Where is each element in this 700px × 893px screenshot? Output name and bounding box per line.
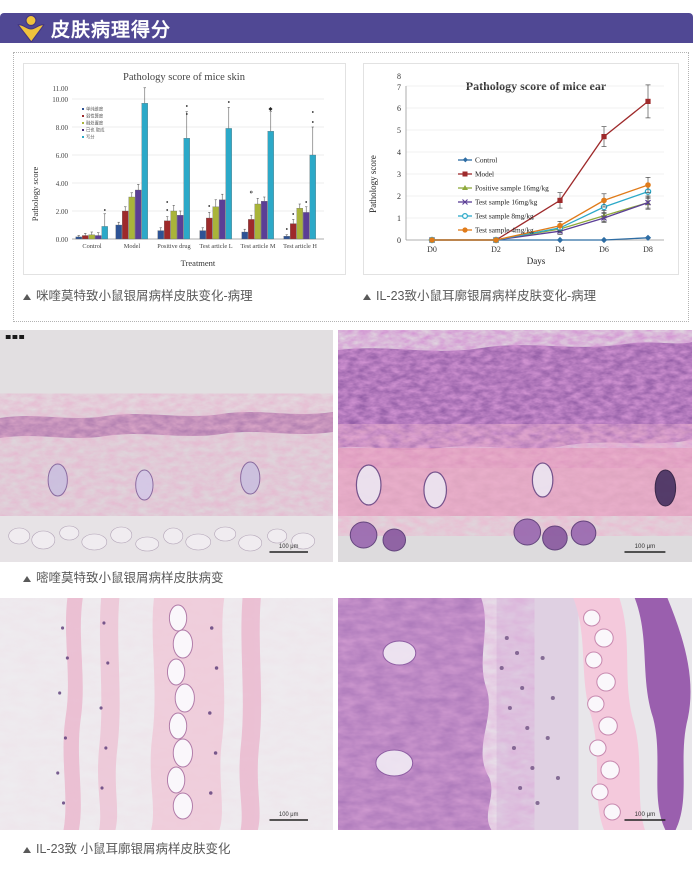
svg-text:7: 7	[397, 83, 401, 92]
svg-text:Model: Model	[124, 243, 141, 250]
svg-text:Model: Model	[475, 170, 494, 179]
svg-text:0: 0	[397, 236, 401, 245]
svg-text:融处置度: 融处置度	[86, 119, 104, 126]
svg-text:4: 4	[397, 148, 401, 157]
svg-text:Test article H: Test article H	[283, 243, 317, 250]
svg-text:Control: Control	[82, 243, 101, 250]
svg-text:D4: D4	[555, 245, 565, 254]
svg-text:D0: D0	[427, 245, 437, 254]
svg-text:2: 2	[397, 192, 401, 201]
svg-text:D8: D8	[643, 245, 653, 254]
svg-text:写分: 写分	[86, 133, 95, 140]
svg-text:8: 8	[397, 72, 401, 81]
svg-text:100 μm: 100 μm	[279, 812, 298, 818]
svg-text:2.00: 2.00	[56, 208, 69, 216]
svg-text:3: 3	[397, 170, 401, 179]
svg-text:D2: D2	[491, 245, 501, 254]
svg-text:Control: Control	[475, 156, 497, 165]
svg-text:D6: D6	[599, 245, 609, 254]
svg-text:Test sample 16mg/kg: Test sample 16mg/kg	[475, 198, 538, 207]
svg-text:Test sample 8mg/kg: Test sample 8mg/kg	[475, 212, 534, 221]
svg-text:100 μm: 100 μm	[635, 544, 656, 550]
svg-text:Pathology score: Pathology score	[368, 155, 378, 213]
svg-text:Pathology score: Pathology score	[30, 167, 40, 222]
svg-text:弱性算度: 弱性算度	[86, 112, 104, 119]
svg-text:0.00: 0.00	[56, 236, 69, 244]
svg-text:Pathology score of mice skin: Pathology score of mice skin	[123, 72, 246, 83]
svg-text:5: 5	[397, 126, 401, 135]
svg-text:100 μm: 100 μm	[279, 544, 298, 550]
svg-text:Test article L: Test article L	[199, 243, 232, 250]
svg-text:Positive drug: Positive drug	[157, 243, 191, 250]
svg-text:6: 6	[397, 104, 401, 113]
svg-text:6.00: 6.00	[56, 152, 69, 160]
svg-text:已也 取成: 已也 取成	[86, 126, 105, 133]
svg-text:1: 1	[397, 214, 401, 223]
svg-text:8.00: 8.00	[56, 124, 69, 132]
svg-text:Days: Days	[527, 256, 546, 266]
svg-text:100 μm: 100 μm	[635, 812, 656, 818]
svg-text:单纯维度: 单纯维度	[86, 105, 104, 112]
svg-text:10.00: 10.00	[52, 96, 68, 104]
svg-text:Test article M: Test article M	[241, 243, 276, 250]
svg-text:Test sample 4mg/kg: Test sample 4mg/kg	[475, 226, 534, 235]
svg-text:Positive sample 16mg/kg: Positive sample 16mg/kg	[475, 184, 549, 193]
svg-text:4.00: 4.00	[56, 180, 69, 188]
svg-text:11.00: 11.00	[53, 85, 69, 93]
svg-text:Treatment: Treatment	[181, 258, 216, 268]
